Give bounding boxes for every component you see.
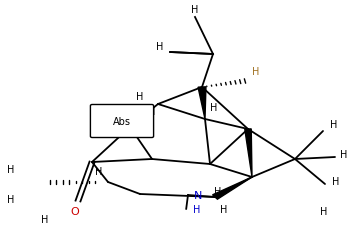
Text: O: O bbox=[70, 206, 79, 216]
Text: H: H bbox=[95, 166, 102, 176]
Text: H: H bbox=[252, 67, 259, 77]
Text: H: H bbox=[220, 204, 227, 214]
Text: H: H bbox=[156, 42, 164, 52]
Text: H: H bbox=[41, 214, 49, 224]
Polygon shape bbox=[245, 129, 252, 177]
Text: H: H bbox=[214, 186, 222, 196]
Text: H: H bbox=[6, 194, 14, 204]
Text: H: H bbox=[340, 150, 348, 159]
Text: H: H bbox=[330, 120, 337, 130]
Polygon shape bbox=[213, 177, 252, 200]
Text: H: H bbox=[320, 206, 327, 216]
Polygon shape bbox=[198, 88, 206, 120]
Text: H: H bbox=[191, 5, 199, 15]
Text: H: H bbox=[332, 176, 339, 186]
Text: Abs: Abs bbox=[113, 116, 131, 126]
Text: H: H bbox=[136, 92, 143, 102]
Text: H: H bbox=[148, 106, 155, 117]
Text: H: H bbox=[6, 164, 14, 174]
Text: H: H bbox=[194, 204, 201, 214]
FancyBboxPatch shape bbox=[90, 105, 154, 138]
Text: N: N bbox=[194, 190, 202, 200]
Text: H: H bbox=[210, 102, 218, 113]
